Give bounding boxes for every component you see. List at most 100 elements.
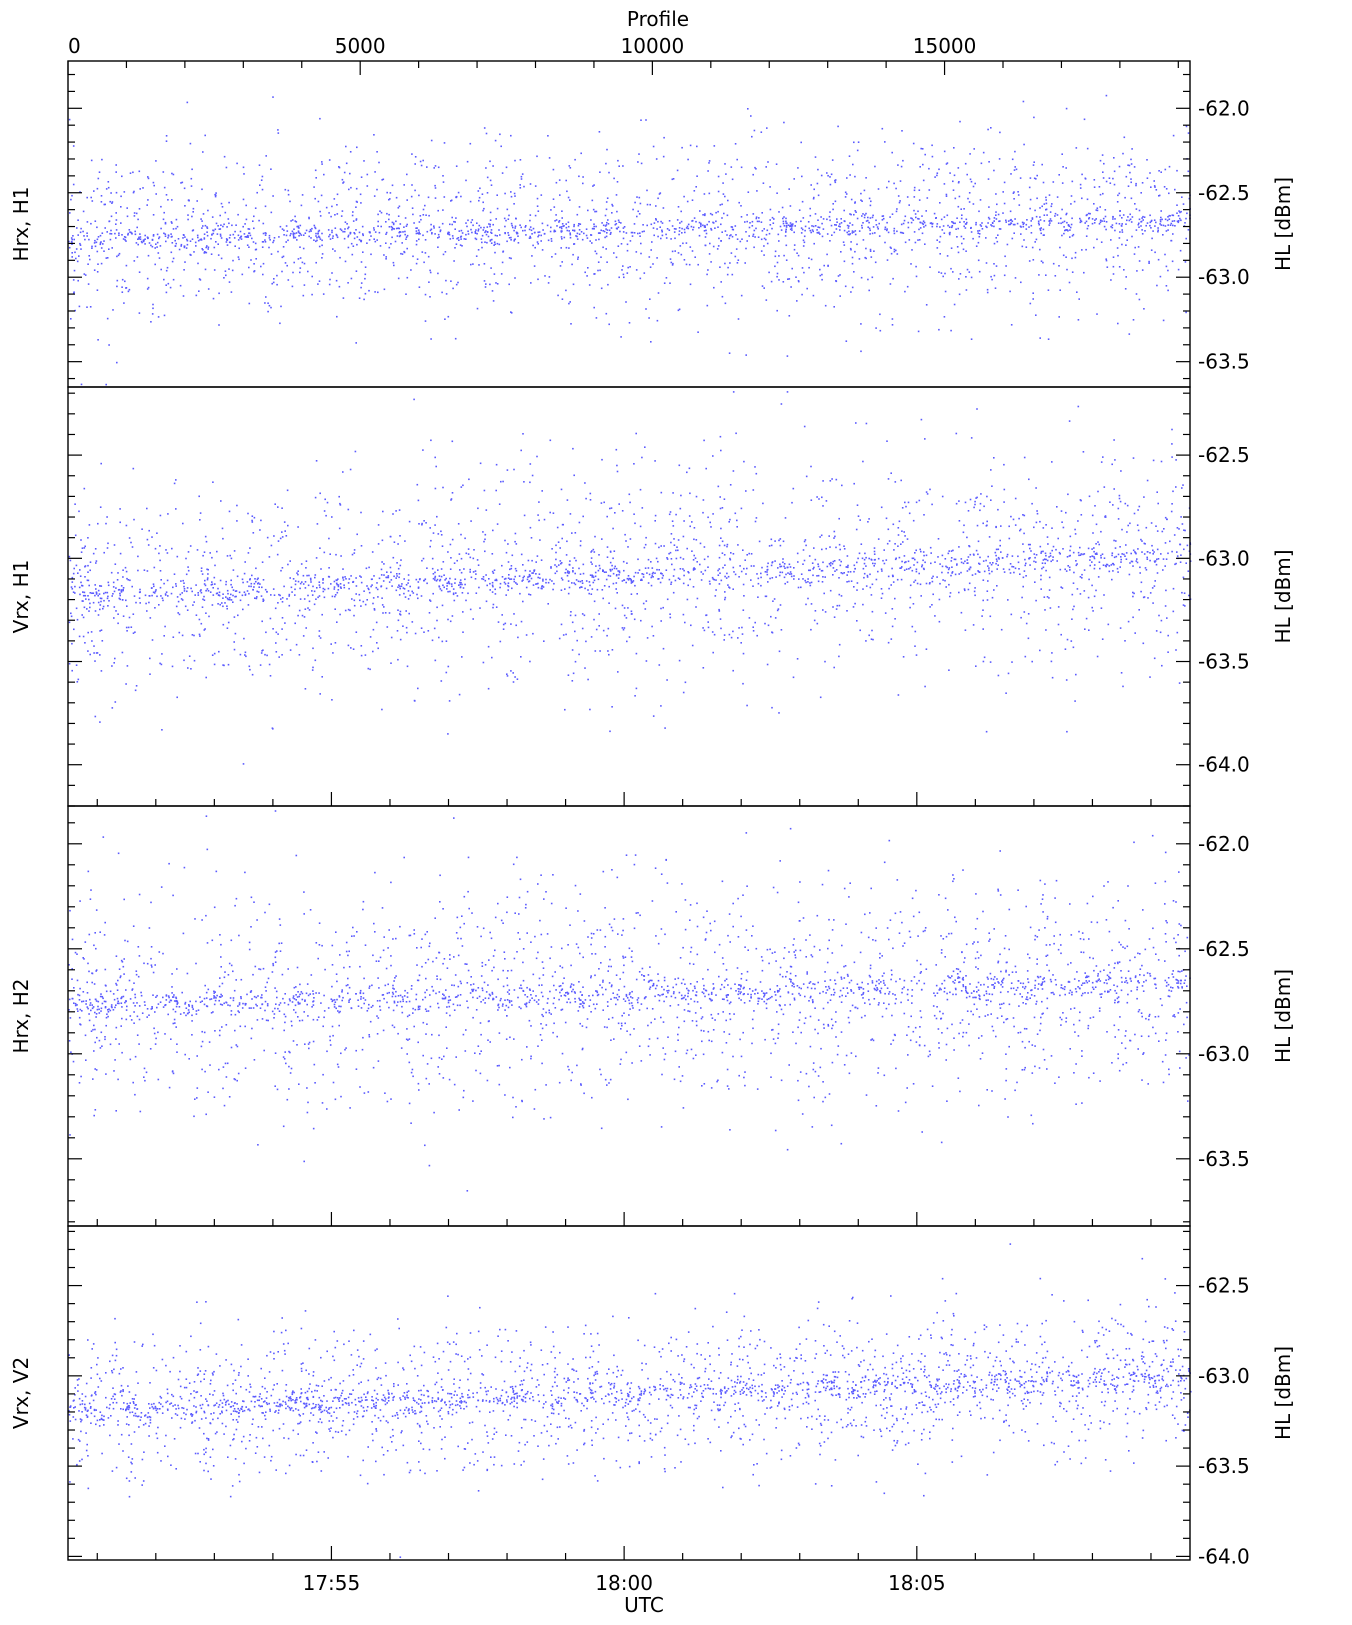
- data-point: [633, 618, 636, 621]
- data-point: [585, 234, 588, 237]
- data-point: [207, 246, 210, 249]
- data-point: [1005, 221, 1007, 223]
- data-point: [913, 186, 916, 189]
- data-point: [215, 194, 217, 197]
- data-point: [441, 640, 444, 643]
- data-point: [851, 286, 854, 289]
- data-point: [360, 645, 363, 647]
- data-point: [851, 262, 854, 265]
- data-point: [1117, 194, 1119, 197]
- data-point: [1050, 205, 1053, 208]
- data-point: [967, 556, 970, 558]
- data-point: [559, 194, 561, 196]
- data-point: [1048, 224, 1051, 226]
- data-point: [946, 162, 949, 164]
- data-point: [1045, 569, 1047, 572]
- data-point: [122, 238, 125, 240]
- data-point: [970, 226, 972, 229]
- data-point: [779, 604, 782, 606]
- data-point: [495, 282, 497, 284]
- data-point: [296, 225, 298, 228]
- data-point: [1023, 239, 1025, 241]
- data-point: [602, 597, 604, 600]
- data-point: [137, 555, 139, 558]
- data-point: [148, 242, 151, 244]
- data-point: [869, 248, 872, 251]
- data-point: [290, 232, 292, 235]
- data-point: [683, 228, 686, 231]
- data-point: [247, 234, 249, 237]
- data-point: [223, 664, 225, 667]
- data-point: [467, 233, 470, 235]
- data-point: [70, 615, 73, 618]
- data-point: [1185, 237, 1187, 240]
- data-point: [789, 571, 792, 573]
- data-point: [281, 628, 283, 630]
- data-point: [850, 213, 852, 216]
- data-point: [347, 227, 349, 230]
- data-point: [605, 248, 607, 250]
- data-point: [1119, 214, 1121, 217]
- data-point: [709, 242, 711, 245]
- data-point: [945, 193, 948, 196]
- data-point: [338, 527, 341, 530]
- data-point: [114, 563, 117, 565]
- data-point: [1116, 247, 1119, 249]
- data-point: [895, 187, 897, 190]
- data-point: [264, 234, 267, 236]
- data-point: [616, 181, 619, 183]
- data-point: [863, 576, 865, 579]
- data-point: [80, 248, 82, 250]
- data-point: [662, 207, 665, 209]
- data-point: [1069, 545, 1072, 548]
- data-point: [1035, 178, 1037, 180]
- data-point: [910, 217, 912, 219]
- data-point: [383, 254, 385, 256]
- data-point: [341, 210, 344, 212]
- data-point: [1020, 281, 1022, 284]
- data-point: [902, 541, 904, 543]
- data-point: [594, 273, 596, 275]
- data-point: [998, 558, 1000, 560]
- data-point: [836, 604, 839, 607]
- data-point: [835, 280, 837, 282]
- data-point: [235, 595, 237, 598]
- data-point: [433, 167, 435, 169]
- data-point: [174, 239, 176, 242]
- data-point: [549, 439, 552, 442]
- data-point: [591, 550, 593, 552]
- data-point: [1008, 537, 1011, 540]
- data-point: [218, 594, 221, 597]
- data-point: [660, 220, 662, 223]
- data-point: [493, 241, 496, 243]
- data-point: [878, 235, 881, 237]
- data-point: [1163, 186, 1166, 188]
- data-point: [594, 535, 596, 538]
- data-point: [785, 224, 788, 227]
- data-point: [244, 561, 246, 563]
- data-point: [1054, 212, 1057, 215]
- data-point: [657, 197, 659, 200]
- data-point: [683, 195, 685, 198]
- data-point: [1135, 229, 1138, 231]
- data-point: [617, 671, 619, 673]
- data-point: [336, 236, 339, 239]
- data-point: [144, 243, 146, 245]
- data-point: [102, 605, 105, 608]
- data-point: [1029, 198, 1032, 201]
- data-point: [839, 229, 841, 231]
- data-point: [1005, 692, 1007, 694]
- data-point: [71, 238, 73, 241]
- data-point: [751, 225, 754, 227]
- data-point: [908, 239, 911, 241]
- data-point: [721, 217, 723, 219]
- data-point: [1005, 219, 1007, 222]
- data-point: [557, 294, 559, 297]
- data-point: [702, 667, 705, 669]
- data-point: [161, 653, 163, 655]
- data-point: [778, 255, 780, 257]
- data-point: [1031, 246, 1034, 249]
- data-point: [633, 223, 636, 225]
- data-point: [887, 478, 890, 480]
- data-point: [489, 160, 491, 163]
